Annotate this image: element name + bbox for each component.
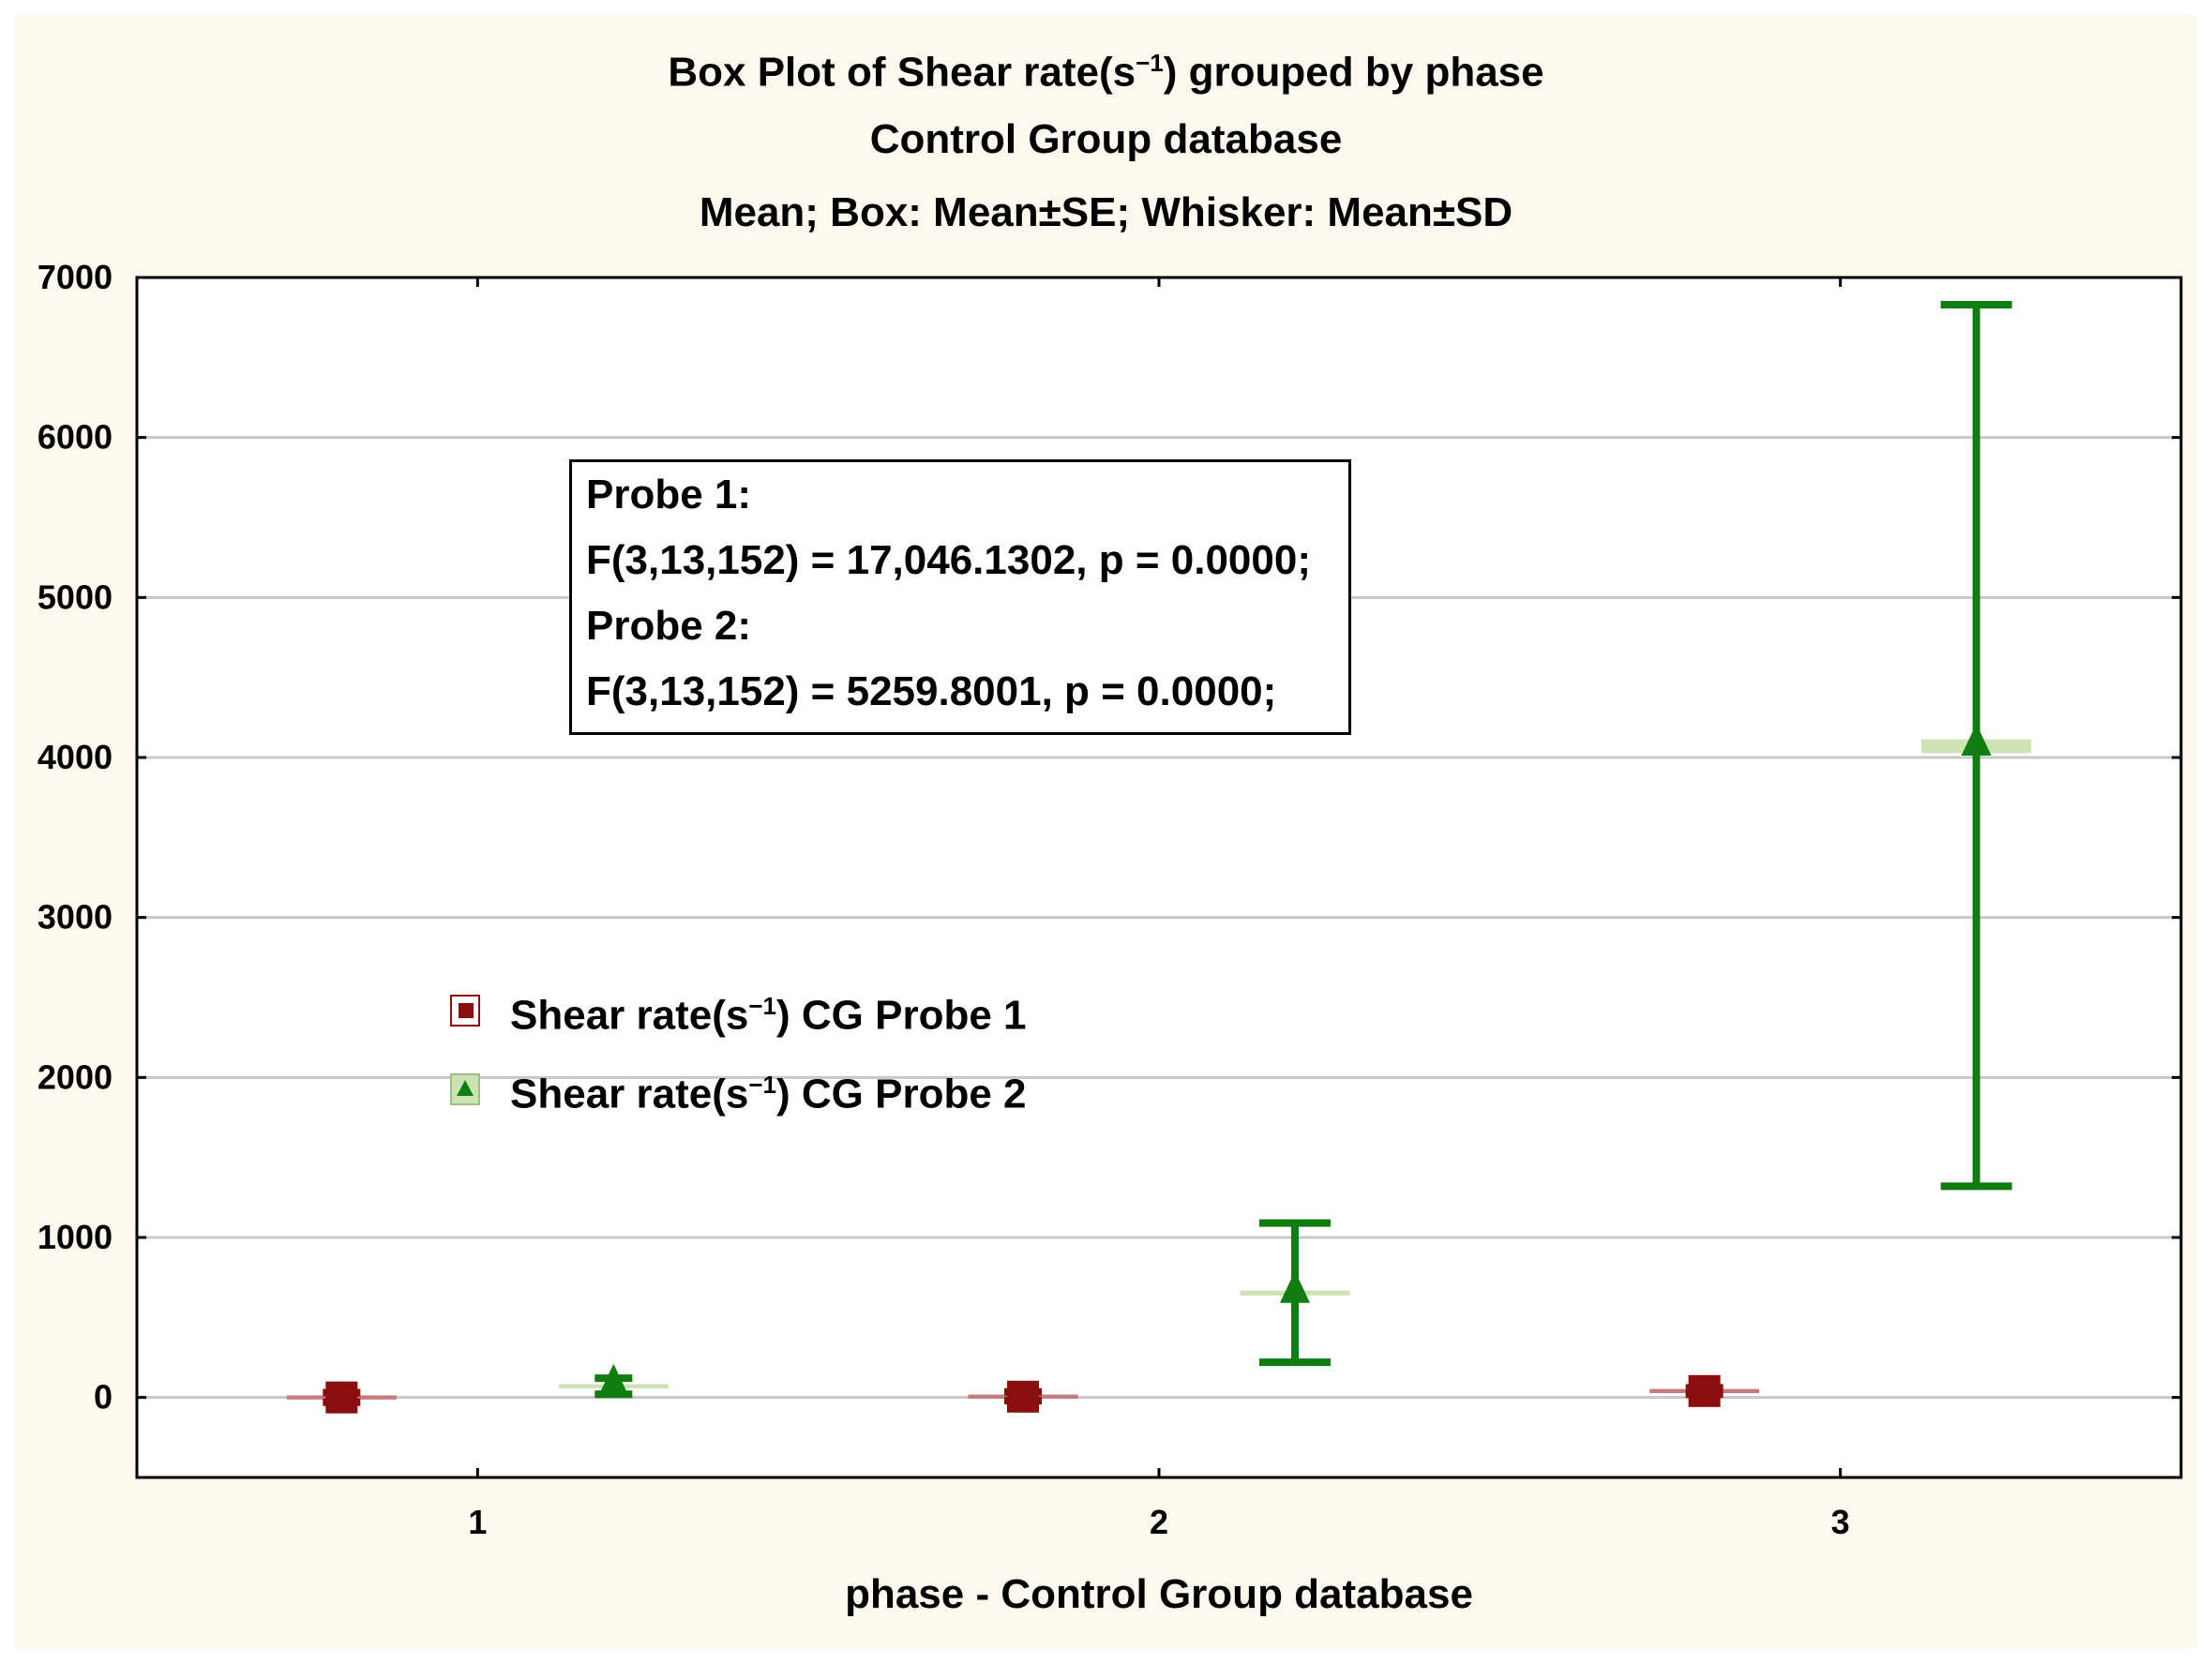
y-tick-label-4000: 4000	[38, 738, 113, 776]
y-tick-label-3000: 3000	[38, 898, 113, 937]
legend-swatch-probe1	[450, 995, 480, 1027]
x-tick-label-3: 3	[1831, 1503, 1850, 1541]
y-tick-label-1000: 1000	[38, 1218, 113, 1256]
axes: 0 1000 2000 3000 4000 5000 6000 7000 1 2 3	[38, 258, 2181, 1541]
y-tick-label-5000: 5000	[38, 577, 113, 616]
annotation-probe1-stat: F(3,13,152) = 17,046.1302, p = 0.0000;	[586, 537, 1311, 583]
marks	[286, 301, 2032, 1414]
plot-background	[137, 277, 2181, 1477]
stats-annotation-box: Probe 1: F(3,13,152) = 17,046.1302, p = …	[569, 459, 1351, 735]
y-tick-label-7000: 7000	[38, 258, 113, 296]
x-tick-label-1: 1	[468, 1503, 487, 1541]
y-tick-label-0: 0	[94, 1378, 113, 1417]
x-axis-label: phase - Control Group database	[845, 1571, 1473, 1617]
mean-marker-series1-cat3	[1688, 1374, 1721, 1407]
y-tick-label-6000: 6000	[38, 418, 113, 457]
mean-marker-series2-cat1	[598, 1363, 629, 1396]
mean-marker-series2-cat2	[1280, 1270, 1310, 1303]
x-tick-label-2: 2	[1150, 1503, 1168, 1541]
legend-swatch-probe2	[450, 1073, 480, 1105]
y-tick-label-2000: 2000	[38, 1057, 113, 1096]
mean-marker-series1-cat1	[325, 1381, 358, 1414]
legend-label-probe2: Shear rate(s−1) CG Probe 2	[510, 1071, 1027, 1117]
chart-title: Box Plot of Shear rate(s−1) grouped by p…	[668, 49, 1544, 96]
annotation-probe2-stat: F(3,13,152) = 5259.8001, p = 0.0000;	[586, 668, 1277, 714]
legend-label-probe1: Shear rate(s−1) CG Probe 1	[510, 992, 1027, 1039]
mean-marker-series2-cat3	[1961, 724, 1992, 757]
annotation-probe2-label: Probe 2:	[586, 603, 752, 649]
mean-marker-series1-cat2	[1007, 1380, 1039, 1413]
chart-subtitle: Control Group database	[869, 116, 1343, 162]
chart-subtitle-2: Mean; Box: Mean±SE; Whisker: Mean±SD	[699, 189, 1513, 235]
annotation-probe1-label: Probe 1:	[586, 472, 752, 517]
